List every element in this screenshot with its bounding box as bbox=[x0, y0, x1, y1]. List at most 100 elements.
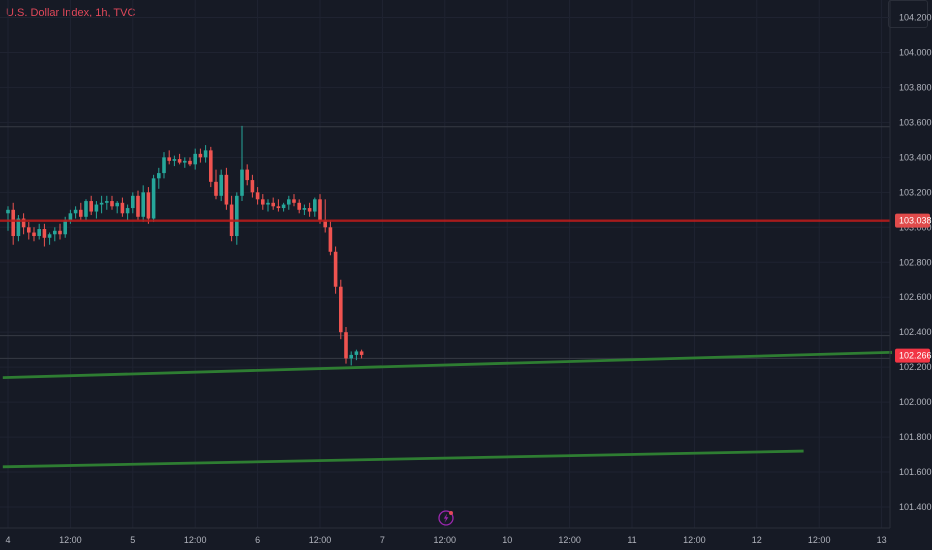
x-tick-label: 5 bbox=[130, 535, 135, 545]
candle-up bbox=[157, 173, 161, 179]
candle-up bbox=[235, 195, 239, 237]
y-tick-label: 102.600 bbox=[899, 292, 932, 302]
y-tick-label: 102.400 bbox=[899, 327, 932, 337]
candle-up bbox=[151, 178, 156, 219]
axis-settings-button[interactable] bbox=[888, 0, 928, 28]
lower-support-trendline bbox=[2, 449, 804, 469]
candle-up bbox=[105, 201, 109, 203]
upper-support-trendline bbox=[2, 350, 893, 380]
candle-down bbox=[21, 218, 26, 228]
candle-down bbox=[177, 159, 182, 163]
candle-up bbox=[68, 213, 73, 221]
candle-up bbox=[281, 204, 286, 209]
candle-down bbox=[307, 208, 312, 212]
current-price-badge bbox=[895, 348, 930, 363]
candle-up bbox=[349, 354, 353, 359]
resistance-price-label: 103.038 bbox=[899, 216, 932, 226]
candle-down bbox=[146, 192, 151, 219]
x-tick-label: 12:00 bbox=[434, 535, 457, 545]
candle-down bbox=[110, 201, 114, 207]
candle-down bbox=[328, 227, 333, 252]
candle-up bbox=[240, 169, 244, 196]
x-tick-label: 4 bbox=[5, 535, 10, 545]
candle-up bbox=[16, 218, 21, 237]
candle-down bbox=[89, 201, 93, 212]
y-tick-label: 103.400 bbox=[899, 152, 932, 162]
candle-up bbox=[219, 174, 223, 196]
candle-up bbox=[37, 229, 41, 237]
candle-up bbox=[203, 150, 208, 158]
candle-up bbox=[172, 159, 177, 161]
candle-down bbox=[32, 232, 36, 237]
x-tick-label: 13 bbox=[877, 535, 887, 545]
candle-up bbox=[141, 192, 145, 217]
x-tick-label: 12 bbox=[752, 535, 762, 545]
candle-down bbox=[214, 181, 218, 196]
y-tick-label: 103.200 bbox=[899, 187, 932, 197]
candle-down bbox=[136, 195, 140, 217]
candle-up bbox=[193, 153, 197, 165]
y-tick-label: 103.600 bbox=[899, 117, 932, 127]
candle-down bbox=[339, 286, 343, 333]
candle-down bbox=[318, 199, 322, 221]
candle-down bbox=[359, 351, 364, 355]
candle-down bbox=[297, 202, 301, 210]
grid-lines bbox=[0, 0, 890, 528]
x-tick-label: 12:00 bbox=[309, 535, 332, 545]
y-tick-label: 103.800 bbox=[899, 82, 932, 92]
candle-up bbox=[99, 202, 104, 205]
candle-up bbox=[313, 199, 317, 212]
x-tick-label: 10 bbox=[502, 535, 512, 545]
candle-down bbox=[209, 150, 213, 182]
y-tick-label: 102.000 bbox=[899, 397, 932, 407]
candle-up bbox=[125, 208, 130, 214]
y-tick-label: 101.600 bbox=[899, 467, 932, 477]
candle-down bbox=[58, 230, 62, 235]
candle-down bbox=[276, 206, 281, 209]
candle-down bbox=[42, 229, 47, 238]
reference-lines bbox=[0, 126, 890, 359]
price-badges: 103.038 102.266 bbox=[895, 213, 932, 363]
x-axis: 4 12:00 5 12:00 6 12:00 7 12:00 10 12:00 11 12:00 12… bbox=[5, 535, 886, 545]
candle-up bbox=[84, 201, 88, 217]
candle-up bbox=[63, 220, 67, 235]
candles bbox=[6, 125, 364, 366]
x-tick-label: 12:00 bbox=[683, 535, 706, 545]
candle-down bbox=[188, 160, 192, 165]
candle-down bbox=[120, 202, 125, 214]
candle-up bbox=[287, 199, 291, 205]
candle-down bbox=[344, 332, 348, 359]
candle-up bbox=[115, 202, 119, 207]
candle-down bbox=[245, 169, 249, 181]
candle-up bbox=[131, 195, 135, 209]
x-tick-label: 12:00 bbox=[184, 535, 207, 545]
candle-down bbox=[261, 199, 265, 205]
x-tick-label: 7 bbox=[380, 535, 385, 545]
y-tick-label: 104.200 bbox=[899, 12, 932, 22]
y-tick-label: 101.800 bbox=[899, 432, 932, 442]
candle-down bbox=[255, 192, 260, 200]
candle-down bbox=[333, 251, 338, 287]
x-tick-label: 11 bbox=[627, 535, 636, 545]
candle-up bbox=[6, 209, 10, 214]
candle-up bbox=[183, 160, 187, 163]
candle-down bbox=[27, 227, 31, 233]
current-price-label: 102.266 bbox=[899, 351, 932, 361]
candle-down bbox=[11, 209, 15, 237]
candle-up bbox=[266, 202, 270, 205]
candle-down bbox=[198, 153, 203, 158]
x-tick-label: 12:00 bbox=[558, 535, 581, 545]
candle-down bbox=[167, 157, 171, 161]
y-tick-label: 102.800 bbox=[899, 257, 932, 267]
y-tick-label: 104.000 bbox=[899, 47, 932, 57]
candle-up bbox=[302, 208, 307, 210]
candle-down bbox=[250, 180, 255, 193]
x-tick-label: 6 bbox=[255, 535, 260, 545]
x-tick-label: 12:00 bbox=[59, 535, 82, 545]
lightning-icon[interactable] bbox=[438, 510, 454, 526]
candle-up bbox=[47, 234, 52, 238]
candle-down bbox=[292, 199, 296, 203]
candle-down bbox=[271, 202, 275, 207]
candle-down bbox=[79, 209, 83, 217]
